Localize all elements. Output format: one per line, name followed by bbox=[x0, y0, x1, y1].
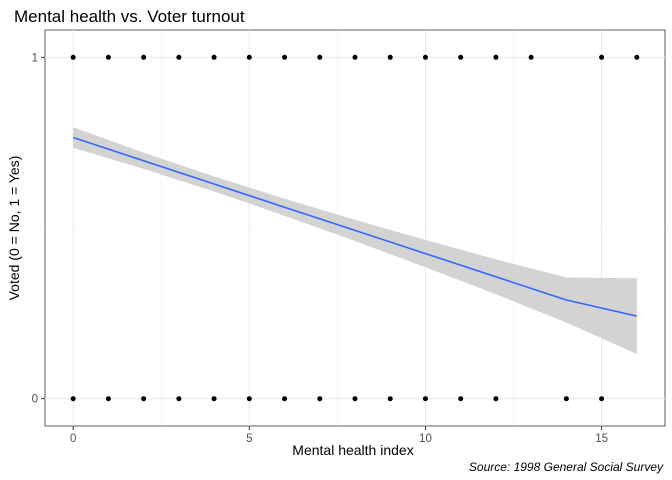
data-point bbox=[70, 54, 76, 60]
data-point bbox=[458, 396, 464, 402]
chart-title: Mental health vs. Voter turnout bbox=[14, 7, 245, 26]
data-point bbox=[387, 54, 393, 60]
data-point bbox=[141, 54, 147, 60]
data-point bbox=[141, 396, 147, 402]
x-tick-label: 5 bbox=[246, 433, 252, 445]
data-point bbox=[70, 396, 76, 402]
data-point bbox=[246, 54, 252, 60]
data-point bbox=[458, 54, 464, 60]
data-point bbox=[528, 54, 534, 60]
data-point bbox=[352, 396, 358, 402]
data-point bbox=[493, 396, 499, 402]
x-tick-label: 0 bbox=[70, 433, 76, 445]
data-point bbox=[246, 396, 252, 402]
data-point bbox=[176, 54, 182, 60]
y-axis-title: Voted (0 = No, 1 = Yes) bbox=[6, 156, 22, 301]
chart-caption: Source: 1998 General Social Survey bbox=[469, 460, 664, 474]
data-point bbox=[282, 396, 288, 402]
data-point bbox=[422, 396, 428, 402]
x-tick-label: 10 bbox=[419, 433, 432, 445]
x-tick-label: 15 bbox=[595, 433, 608, 445]
fit-line-layer bbox=[72, 136, 637, 317]
y-tick-label: 1 bbox=[32, 52, 38, 64]
data-point bbox=[352, 54, 358, 60]
data-point bbox=[211, 396, 217, 402]
data-point bbox=[422, 54, 428, 60]
data-points bbox=[70, 54, 640, 402]
data-point bbox=[211, 54, 217, 60]
data-point bbox=[176, 396, 182, 402]
data-point bbox=[563, 396, 569, 402]
data-point bbox=[282, 54, 288, 60]
regression-line bbox=[72, 136, 637, 317]
y-tick-label: 0 bbox=[32, 394, 38, 406]
data-point bbox=[105, 396, 111, 402]
data-point bbox=[493, 54, 499, 60]
data-point bbox=[634, 54, 640, 60]
data-point bbox=[599, 396, 605, 402]
data-point bbox=[387, 396, 393, 402]
axis-ticks: 0 5 10 15 0 1 bbox=[32, 52, 608, 445]
data-point bbox=[317, 396, 323, 402]
data-point bbox=[105, 54, 111, 60]
data-point bbox=[317, 54, 323, 60]
data-point bbox=[599, 54, 605, 60]
x-axis-title: Mental health index bbox=[292, 442, 413, 458]
